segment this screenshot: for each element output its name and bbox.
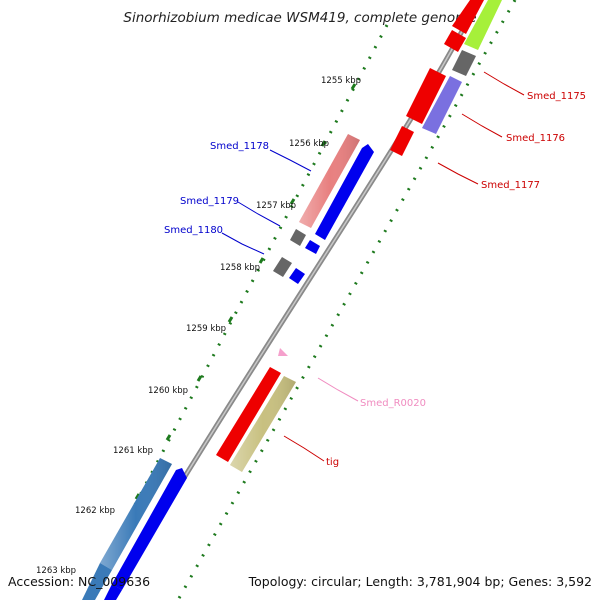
leader-line-smed-1179 (237, 201, 281, 227)
gene-label-smed-1180[interactable]: Smed_1180 (164, 225, 223, 236)
major-tick (320, 140, 327, 147)
forward-cds-feature[interactable] (112, 468, 187, 590)
cog-feature-lime[interactable] (464, 0, 502, 50)
genome-summary-text: Topology: circular; Length: 3,781,904 bp… (248, 574, 592, 589)
gene-label-tig[interactable]: tig (326, 457, 339, 468)
kbp-label: 1259 kbp (186, 324, 226, 334)
feature-sheen (100, 458, 172, 570)
cog-feature-gray-1179[interactable] (290, 229, 306, 246)
reverse-cds-feature[interactable] (452, 0, 484, 34)
leader-line-smed-1175 (483, 71, 525, 96)
kbp-label: 1263 kbp (36, 566, 76, 576)
major-tick (227, 316, 234, 323)
reverse-cds-feature[interactable] (444, 30, 466, 52)
gene-label-smed-1179[interactable]: Smed_1179 (180, 196, 239, 207)
feature-sheen (230, 376, 296, 472)
reverse-cds-feature[interactable] (406, 68, 446, 124)
reverse-cds-feature-smed-1177[interactable] (390, 126, 414, 156)
leader-line-smed-r0020 (317, 377, 359, 402)
forward-cds-smed-1178[interactable] (315, 144, 374, 240)
kbp-label: 1257 kbp (256, 201, 296, 211)
top-feature-cluster (390, 0, 502, 156)
leader-line-smed-1176 (461, 113, 503, 138)
kbp-label: 1261 kbp (113, 446, 153, 456)
inner-tick-ring (176, 0, 517, 600)
leader-lines (221, 71, 525, 462)
reverse-cds-feature[interactable] (216, 367, 281, 462)
feature-sheen (299, 134, 360, 228)
major-tick (289, 198, 296, 205)
major-tick (196, 375, 203, 382)
major-tick (258, 257, 265, 264)
kbp-label: 1262 kbp (75, 506, 115, 516)
rna-feature-smed-r0020[interactable] (278, 348, 288, 356)
kbp-label: 1255 kbp (321, 76, 361, 86)
map-title: Sinorhizobium medicae WSM419, complete g… (123, 10, 476, 26)
kbp-label: 1260 kbp (148, 386, 188, 396)
cog-feature-gray-1180[interactable] (273, 257, 292, 277)
gene-label-smed-1177[interactable]: Smed_1177 (481, 180, 540, 191)
cog-feature-lavender[interactable] (422, 76, 462, 134)
cog-feature-gray[interactable] (452, 50, 476, 76)
major-tick (350, 83, 357, 90)
cog-feature-steelblue[interactable] (82, 563, 112, 600)
leader-line-smed-1180 (221, 232, 265, 255)
forward-cds-smed-1180[interactable] (289, 268, 305, 284)
leader-line-smed-1177 (437, 162, 479, 185)
gene-label-smed-r0020[interactable]: Smed_R0020 (360, 398, 426, 409)
accession-text: Accession: NC_009636 (8, 574, 151, 589)
kbp-label: 1256 kbp (289, 139, 329, 149)
gene-label-smed-1175[interactable]: Smed_1175 (527, 91, 586, 102)
kbp-label: 1258 kbp (220, 263, 260, 273)
forward-cds-feature[interactable] (104, 584, 122, 600)
major-tick (134, 493, 141, 500)
gene-label-smed-1176[interactable]: Smed_1176 (506, 133, 565, 144)
gene-label-smed-1178[interactable]: Smed_1178 (210, 141, 269, 152)
major-ticks (103, 83, 357, 559)
leader-line-tig (283, 435, 325, 462)
leader-line-smed-1178 (269, 149, 312, 172)
major-tick (165, 434, 172, 441)
forward-cds-smed-1179[interactable] (305, 240, 320, 254)
